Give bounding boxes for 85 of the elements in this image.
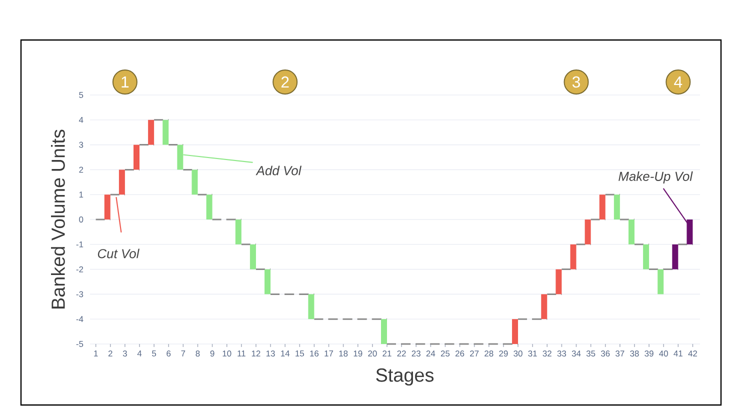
x-tick-label: 17 bbox=[324, 350, 334, 356]
bar bbox=[672, 244, 678, 270]
bar bbox=[235, 219, 242, 244]
annotation: 1 bbox=[122, 76, 129, 88]
bar bbox=[104, 194, 110, 220]
x-tick-label: 37 bbox=[616, 350, 624, 357]
x-tick-label: 12 bbox=[252, 350, 260, 356]
x-tick-label: 30 bbox=[514, 350, 522, 357]
annotation: Cut Vol bbox=[98, 248, 140, 258]
y-tick-label: -2 bbox=[76, 266, 84, 272]
x-tick-label: 35 bbox=[586, 350, 596, 357]
annotation: 4 bbox=[674, 76, 682, 88]
x-tick-label: 5 bbox=[152, 350, 156, 356]
bar bbox=[206, 194, 212, 220]
x-tick-label: 4 bbox=[137, 350, 142, 356]
bar bbox=[250, 244, 256, 270]
y-tick-label: 2 bbox=[79, 166, 84, 173]
x-tick-label: 39 bbox=[644, 350, 654, 357]
x-tick-label: 6 bbox=[166, 350, 171, 357]
x-tick-label: 21 bbox=[382, 350, 392, 356]
y-tick-label: 0 bbox=[79, 216, 84, 222]
annotation: 2 bbox=[281, 76, 289, 88]
x-tick-label: 40 bbox=[659, 350, 668, 357]
x-tick-label: 2 bbox=[108, 350, 112, 356]
bar bbox=[614, 194, 620, 220]
x-tick-label: 14 bbox=[281, 350, 290, 356]
bar bbox=[162, 120, 169, 145]
y-tick-label: 1 bbox=[79, 192, 84, 198]
annotation: Make-Up Vol bbox=[618, 171, 693, 184]
x-tick-label: 34 bbox=[572, 350, 581, 357]
bar bbox=[556, 269, 562, 294]
x-tick-label: 15 bbox=[296, 350, 304, 356]
x-tick-label: 7 bbox=[181, 350, 186, 356]
x-tick-label: 18 bbox=[339, 350, 348, 357]
y-tick-label: -4 bbox=[76, 316, 84, 322]
x-tick-label: 9 bbox=[210, 350, 214, 357]
x-tick-label: 29 bbox=[499, 350, 508, 357]
bar bbox=[192, 170, 198, 195]
x-tick-label: 42 bbox=[688, 350, 698, 356]
y-tick-label: 4 bbox=[78, 116, 84, 123]
bar bbox=[308, 294, 314, 320]
x-tick-label: 20 bbox=[368, 350, 377, 357]
y-tick-label: -5 bbox=[76, 341, 84, 347]
x-tick-label: 38 bbox=[630, 350, 639, 357]
bar bbox=[628, 219, 634, 244]
x-tick-label: 36 bbox=[600, 350, 610, 357]
x-tick-label: 33 bbox=[557, 350, 566, 357]
x-tick-label: 23 bbox=[412, 350, 420, 357]
bar bbox=[599, 194, 606, 220]
y-tick-label: 5 bbox=[79, 92, 84, 98]
x-tick-label: 10 bbox=[222, 350, 232, 357]
bar bbox=[643, 244, 650, 270]
x-tick-label: 32 bbox=[542, 350, 552, 357]
x-tick-label: 3 bbox=[122, 350, 127, 357]
x-tick-label: 1 bbox=[94, 350, 98, 356]
bar bbox=[658, 269, 664, 294]
x-tick-label: 41 bbox=[674, 350, 682, 356]
bar bbox=[134, 144, 140, 170]
x-tick-label: 24 bbox=[426, 350, 436, 356]
y-tick-label: 3 bbox=[79, 142, 84, 148]
bar bbox=[380, 319, 387, 344]
annotation: 3 bbox=[572, 76, 580, 88]
x-tick-label: 31 bbox=[528, 350, 537, 357]
x-tick-label: 22 bbox=[397, 350, 406, 356]
bar bbox=[148, 120, 154, 145]
y-tick-label: -3 bbox=[76, 291, 84, 298]
bar bbox=[264, 269, 271, 294]
x-tick-label: 25 bbox=[440, 350, 450, 357]
y-tick-label: -1 bbox=[76, 241, 84, 248]
x-tick-label: 27 bbox=[470, 350, 479, 356]
x-tick-label: 13 bbox=[266, 350, 275, 357]
x-tick-label: 19 bbox=[354, 350, 362, 357]
x-tick-label: 28 bbox=[484, 350, 494, 357]
x-tick-label: 11 bbox=[238, 350, 246, 356]
bar bbox=[570, 244, 576, 270]
annotation: Add Vol bbox=[256, 166, 302, 176]
x-tick-label: 8 bbox=[196, 350, 200, 357]
bar bbox=[118, 170, 125, 195]
bar bbox=[584, 219, 591, 244]
x-tick-label: 26 bbox=[456, 350, 464, 357]
bar bbox=[541, 294, 548, 320]
x-tick-label: 16 bbox=[310, 350, 319, 357]
y-axis-title: Banked Volume Units bbox=[51, 130, 65, 308]
bar bbox=[512, 319, 518, 344]
x-axis-title: Stages bbox=[376, 368, 434, 386]
